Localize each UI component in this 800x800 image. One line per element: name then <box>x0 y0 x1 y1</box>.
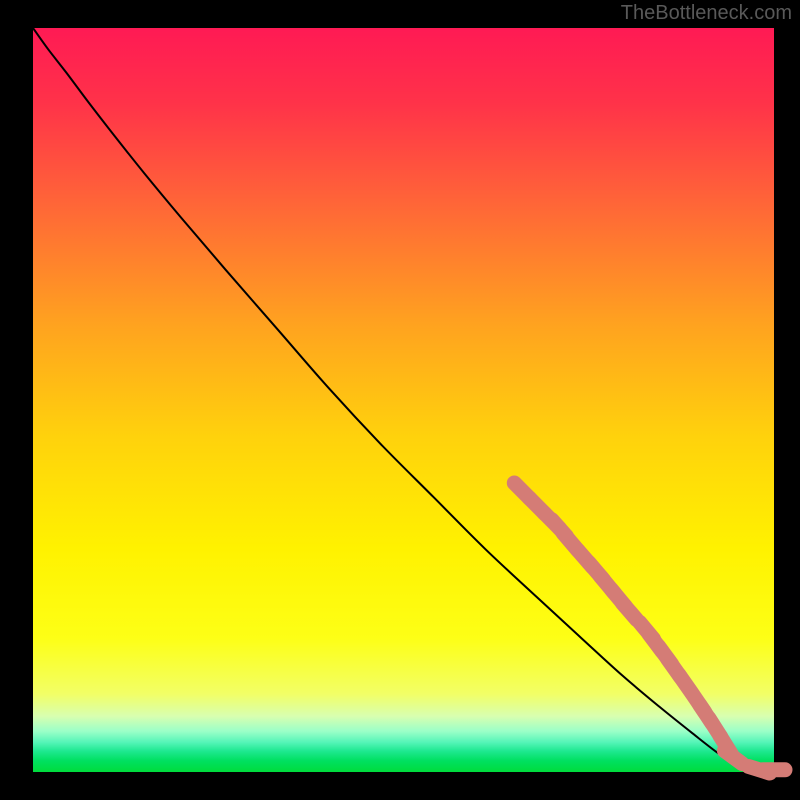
chart-stage: TheBottleneck.com <box>0 0 800 800</box>
marker-capsule <box>724 751 742 764</box>
chart-svg <box>0 0 800 800</box>
